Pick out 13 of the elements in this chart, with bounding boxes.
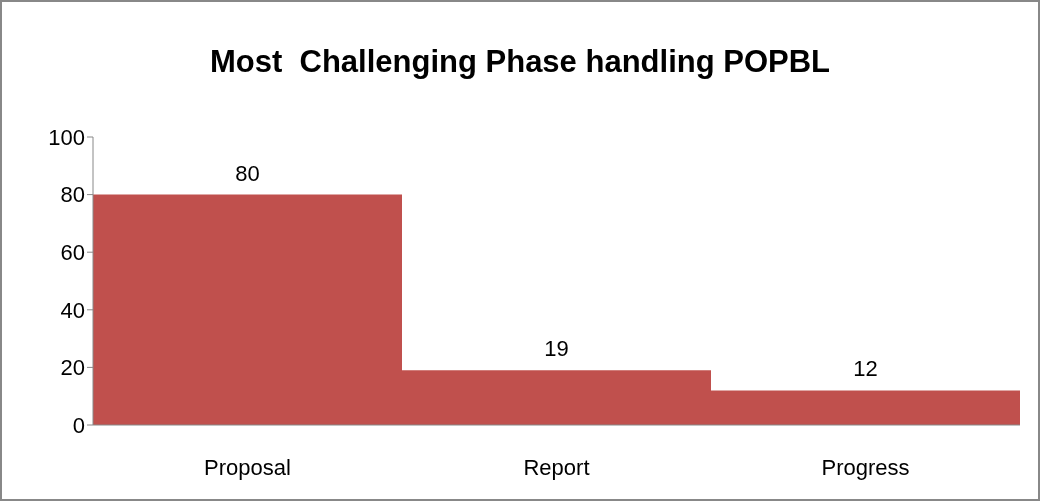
data-label: 80: [235, 160, 260, 186]
x-tick-label: Proposal: [204, 454, 291, 480]
chart-title: Most Challenging Phase handling POPBL: [208, 44, 831, 80]
x-tick-label: Report: [523, 454, 590, 480]
data-label: 19: [544, 336, 569, 362]
y-tick-label: 80: [60, 182, 85, 208]
y-tick-label: 0: [72, 412, 85, 438]
x-tick-label: Progress: [821, 454, 910, 480]
y-tick-label: 100: [48, 124, 85, 150]
data-label: 12: [853, 356, 878, 382]
y-tick-label: 20: [60, 355, 85, 381]
y-tick-label: 40: [60, 297, 85, 323]
y-tick-label: 60: [60, 240, 85, 266]
